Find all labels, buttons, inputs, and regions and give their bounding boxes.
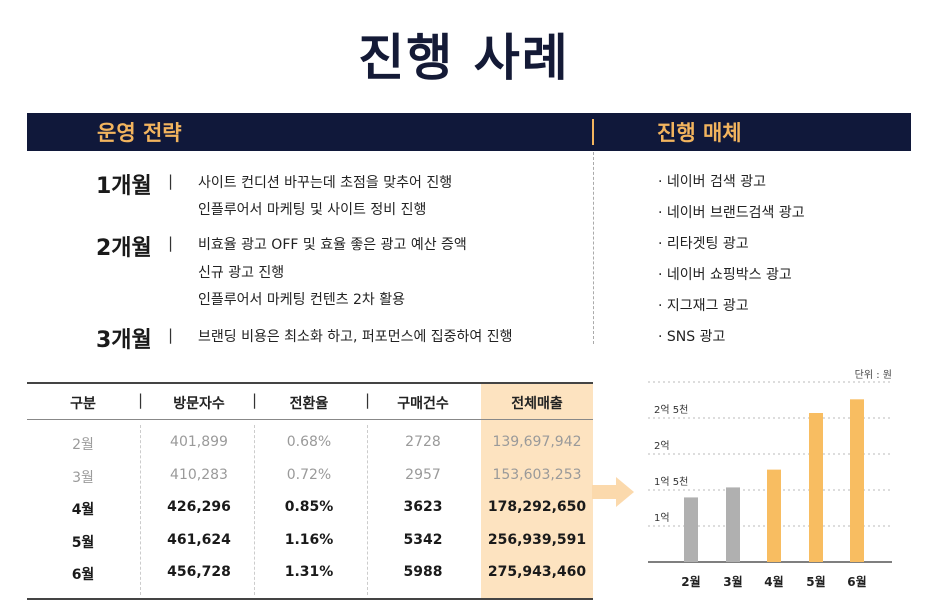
column-divider [140,425,141,595]
chart-canvas: 단위 : 원 1억 1억 5천 2억 2억 5천 2월 3월 4월 5월 6월 [648,368,892,589]
bar-6월 [850,399,864,562]
month-3-label: 3개월 [96,328,152,353]
header-separator: | [365,391,371,409]
cell-purchases: 5988 [403,564,443,580]
table-bottom-rule [27,598,593,600]
cell-purchases: 2728 [405,434,441,450]
cell-period: 3월 [72,469,94,486]
month-separator: | [168,234,174,252]
col-header-visitors: 방문자수 [173,396,225,412]
cell-visitors: 401,899 [170,434,228,450]
month-2-label: 2개월 [96,236,152,261]
strategy-header: 운영 전략 [97,121,182,145]
arrow-icon [592,477,634,511]
col-header-period: 구분 [70,396,96,412]
strategy-line: 비효율 광고 OFF 및 효율 좋은 광고 예산 증액 [198,237,467,253]
cell-total-sales: 256,939,591 [487,531,587,548]
strategy-line: 사이트 컨디션 바꾸는데 초점을 맞추어 진행 [198,175,453,191]
header-separator: | [138,391,144,409]
table-top-rule [27,382,593,384]
cell-period: 4월 [71,502,95,518]
table-header-rule [27,419,593,420]
col-header-total-sales: 전체매출 [511,396,563,412]
header-divider [592,119,594,145]
cell-conversion: 0.68% [286,434,332,450]
chart-unit-label: 단위 : 원 [855,368,892,381]
total-sales-highlight [481,383,593,598]
cell-total-sales: 275,943,460 [487,564,587,580]
media-item: · 네이버 검색 광고 [658,174,766,190]
column-divider [367,425,368,595]
cell-purchases: 5342 [403,531,443,548]
x-tick-label: 6월 [847,574,866,589]
media-header: 진행 매체 [657,121,742,145]
sales-bar-chart: 단위 : 원 1억 1억 5천 2억 2억 5천 2월 3월 4월 5월 6월 [640,362,900,606]
cell-purchases: 3623 [403,499,443,515]
media-item: · 네이버 쇼핑박스 광고 [658,267,792,283]
cell-visitors: 456,728 [167,564,231,580]
section-divider [593,152,594,344]
bar-5월 [809,413,823,562]
cell-period: 6월 [71,567,95,583]
cell-total-sales: 139,697,942 [492,434,582,450]
cell-conversion: 0.72% [286,466,332,483]
month-separator: | [168,326,174,344]
media-item: · 지그재그 광고 [658,298,749,314]
media-item: · SNS 광고 [658,329,726,345]
section-header-bar: 운영 전략 진행 매체 [27,113,911,151]
media-item: · 네이버 브랜드검색 광고 [658,205,805,221]
col-header-conversion: 전환율 [289,396,329,412]
cell-visitors: 461,624 [167,531,231,548]
y-tick-label: 1억 [654,512,670,524]
column-divider [254,425,255,595]
y-tick-label: 2억 5천 [654,404,688,416]
bar-3월 [726,487,740,562]
header-separator: | [252,391,258,409]
x-tick-label: 3월 [723,574,742,589]
strategy-line: 인플루어서 마케팅 컨텐츠 2차 활용 [198,292,406,308]
y-tick-label: 2억 [654,440,670,452]
bar-4월 [767,469,781,562]
x-tick-label: 4월 [764,574,783,589]
cell-period: 5월 [71,534,95,551]
cell-visitors: 426,296 [167,499,231,515]
cell-purchases: 2957 [405,466,441,483]
cell-visitors: 410,283 [170,466,228,483]
cell-conversion: 1.31% [284,564,334,580]
strategy-line: 신규 광고 진행 [198,265,285,281]
col-header-purchases: 구매건수 [397,396,449,412]
bar-2월 [684,497,698,562]
x-tick-label: 5월 [806,574,825,589]
cell-total-sales: 178,292,650 [487,499,587,515]
month-separator: | [168,172,174,190]
y-tick-label: 1억 5천 [654,476,688,488]
cell-conversion: 1.16% [284,531,334,548]
cell-conversion: 0.85% [284,499,334,515]
cell-period: 2월 [72,437,94,453]
strategy-line: 브랜딩 비용은 최소화 하고, 퍼포먼스에 집중하여 진행 [198,329,513,345]
month-1-label: 1개월 [96,174,152,199]
cell-total-sales: 153,603,253 [492,466,582,483]
strategy-line: 인플루어서 마케팅 및 사이트 정비 진행 [198,202,427,218]
page-title: 진행 사례 [358,29,570,87]
x-tick-label: 2월 [681,574,700,589]
media-item: · 리타겟팅 광고 [658,236,749,252]
